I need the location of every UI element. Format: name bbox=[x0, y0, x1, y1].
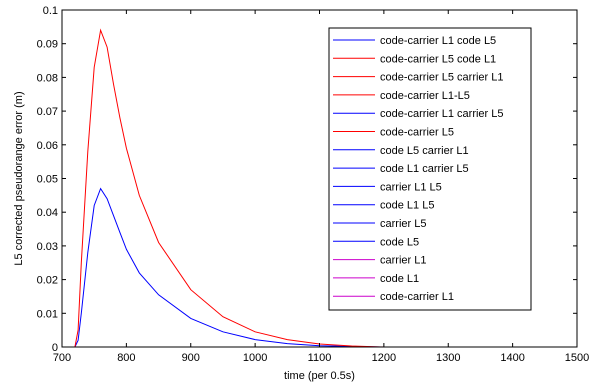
y-tick-label: 0.08 bbox=[37, 72, 58, 84]
legend-label: code L1 bbox=[380, 273, 419, 285]
legend-label: carrier L5 bbox=[380, 218, 426, 230]
legend: code-carrier L1 code L5 code-carrier L5 c… bbox=[328, 27, 532, 311]
x-tick-label: 1300 bbox=[436, 352, 460, 364]
y-tick-label: 0.09 bbox=[37, 39, 58, 51]
x-tick-label: 1100 bbox=[308, 352, 332, 364]
legend-label: code L1 L5 bbox=[380, 200, 434, 212]
y-axis-label: L5 corrected pseudorange error (m) bbox=[13, 91, 25, 265]
x-axis-label: time (per 0.5s) bbox=[284, 370, 355, 382]
legend-box bbox=[328, 27, 532, 311]
y-tick-label: 0.04 bbox=[37, 207, 58, 219]
legend-label: code L5 carrier L1 bbox=[380, 145, 469, 157]
y-tick-label: 0.1 bbox=[43, 5, 58, 17]
series-line bbox=[74, 187, 577, 348]
x-tick-label: 1500 bbox=[565, 352, 589, 364]
legend-label: code-carrier L5 carrier L1 bbox=[380, 72, 504, 84]
y-tick-label: 0.07 bbox=[37, 106, 58, 118]
legend-label: carrier L1 bbox=[380, 255, 426, 267]
legend-label: code L1 carrier L5 bbox=[380, 163, 469, 175]
y-tick-label: 0.01 bbox=[37, 308, 58, 320]
y-tick-label: 0 bbox=[52, 342, 58, 354]
legend-label: code-carrier L1-L5 bbox=[380, 90, 470, 102]
ticks-layer: 700 800 900 1000 1100 1200 1300 1400 1500 0 0.01 0.… bbox=[37, 5, 590, 364]
legend-label: code-carrier L1 bbox=[380, 291, 454, 303]
legend-label: code-carrier L5 code L1 bbox=[380, 53, 496, 65]
y-tick-label: 0.02 bbox=[37, 275, 58, 287]
x-tick-label: 800 bbox=[117, 352, 135, 364]
x-tick-label: 1200 bbox=[372, 352, 396, 364]
series-line bbox=[74, 28, 577, 348]
legend-label: code-carrier L1 code L5 bbox=[380, 35, 496, 47]
y-tick-label: 0.06 bbox=[37, 140, 58, 152]
legend-label: code-carrier L1 carrier L5 bbox=[380, 108, 504, 120]
y-tick-label: 0.03 bbox=[37, 241, 58, 253]
x-tick-label: 1000 bbox=[243, 352, 267, 364]
legend-label: code-carrier L5 bbox=[380, 127, 454, 139]
legend-label: carrier L1 L5 bbox=[380, 181, 442, 193]
x-tick-label: 700 bbox=[53, 352, 71, 364]
legend-label: code L5 bbox=[380, 236, 419, 248]
x-tick-label: 900 bbox=[182, 352, 200, 364]
x-tick-label: 1400 bbox=[500, 352, 524, 364]
y-tick-label: 0.05 bbox=[37, 174, 58, 186]
